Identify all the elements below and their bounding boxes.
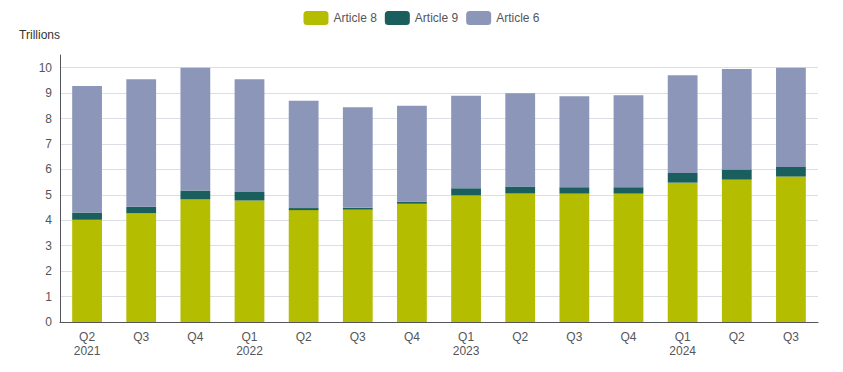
- svg-text:Q2: Q2: [512, 330, 528, 344]
- svg-text:Q3: Q3: [350, 330, 366, 344]
- svg-text:Q1: Q1: [458, 330, 474, 344]
- svg-text:Q2: Q2: [79, 330, 95, 344]
- svg-text:Q4: Q4: [620, 330, 636, 344]
- svg-text:Q4: Q4: [187, 330, 203, 344]
- svg-text:8: 8: [45, 112, 52, 126]
- svg-text:Q3: Q3: [566, 330, 582, 344]
- svg-text:10: 10: [39, 61, 53, 75]
- svg-text:Article 9: Article 9: [415, 11, 459, 25]
- svg-text:Q1: Q1: [241, 330, 257, 344]
- svg-text:2024: 2024: [669, 344, 696, 358]
- svg-text:1: 1: [45, 290, 52, 304]
- svg-text:Q3: Q3: [133, 330, 149, 344]
- svg-text:Article 6: Article 6: [496, 11, 540, 25]
- svg-text:6: 6: [45, 162, 52, 176]
- svg-text:5: 5: [45, 188, 52, 202]
- svg-text:Trillions: Trillions: [19, 28, 60, 42]
- svg-text:Q1: Q1: [675, 330, 691, 344]
- svg-text:Q2: Q2: [296, 330, 312, 344]
- svg-text:Article 8: Article 8: [333, 11, 377, 25]
- svg-text:9: 9: [45, 86, 52, 100]
- svg-text:2: 2: [45, 264, 52, 278]
- svg-text:Q4: Q4: [404, 330, 420, 344]
- svg-text:2022: 2022: [236, 344, 263, 358]
- svg-text:7: 7: [45, 137, 52, 151]
- svg-text:Q3: Q3: [783, 330, 799, 344]
- svg-text:Q2: Q2: [729, 330, 745, 344]
- svg-text:2021: 2021: [74, 344, 101, 358]
- svg-text:3: 3: [45, 239, 52, 253]
- svg-text:2023: 2023: [453, 344, 480, 358]
- svg-text:4: 4: [45, 213, 52, 227]
- svg-text:0: 0: [45, 315, 52, 329]
